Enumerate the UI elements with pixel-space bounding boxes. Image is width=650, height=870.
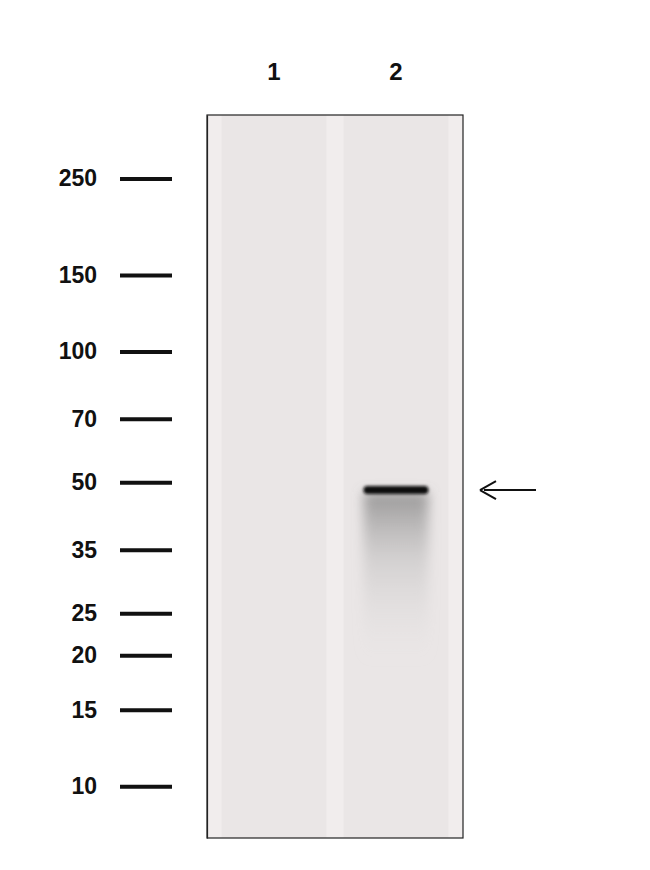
tick-mark <box>120 708 172 712</box>
lane <box>222 115 327 838</box>
lane <box>344 115 449 838</box>
tick-mark <box>120 350 172 354</box>
tick-label: 100 <box>59 338 97 364</box>
y-axis: 250 150 100 70 50 35 25 20 15 10 <box>59 116 208 839</box>
arrow-shaft <box>484 489 536 491</box>
tick: 150 <box>59 262 172 288</box>
arrow <box>480 481 536 499</box>
tick-mark <box>120 177 172 181</box>
tick: 50 <box>71 469 172 495</box>
tick-label: 35 <box>71 537 97 563</box>
tick-mark <box>120 548 172 552</box>
tick-label: 50 <box>71 469 97 495</box>
tick-label: 250 <box>59 165 97 191</box>
tick: 10 <box>71 773 172 799</box>
tick: 15 <box>71 697 172 723</box>
plot-area <box>222 115 449 838</box>
membrane <box>207 115 463 838</box>
tick-mark <box>120 417 172 421</box>
tick: 70 <box>71 406 172 432</box>
lane-label: 1 <box>267 58 280 85</box>
arrow-head <box>480 481 496 499</box>
tick-mark <box>120 481 172 485</box>
blot-figure: 250 150 100 70 50 35 25 20 15 10 1 2 <box>0 0 650 870</box>
tick-mark <box>120 273 172 277</box>
band-smear <box>363 492 428 662</box>
tick-label: 10 <box>71 773 97 799</box>
tick: 250 <box>59 165 172 191</box>
tick: 35 <box>71 537 172 563</box>
tick-mark <box>120 654 172 658</box>
tick-label: 150 <box>59 262 97 288</box>
lane-label: 2 <box>389 58 402 85</box>
tick: 100 <box>59 338 172 364</box>
axis-line <box>207 116 208 839</box>
frame <box>207 115 463 838</box>
tick-label: 25 <box>71 600 97 626</box>
tick: 20 <box>71 642 172 668</box>
tick: 25 <box>71 600 172 626</box>
tick-label: 15 <box>71 697 97 723</box>
band <box>363 486 428 494</box>
tick-label: 20 <box>71 642 97 668</box>
tick-label: 70 <box>71 406 97 432</box>
tick-mark <box>120 612 172 616</box>
tick-mark <box>120 785 172 789</box>
